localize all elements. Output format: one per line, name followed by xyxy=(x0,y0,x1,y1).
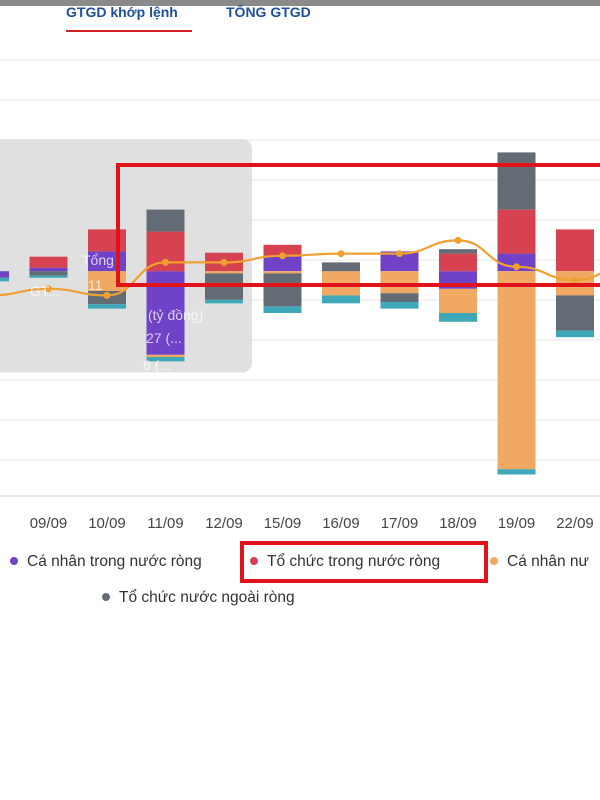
x-tick-label: 15/09 xyxy=(264,515,302,532)
bar-segment xyxy=(439,313,477,322)
bar-segment xyxy=(263,306,302,313)
legend-item-ca-nhan-trong-nuoc[interactable]: Cá nhân trong nước ròng xyxy=(10,553,202,571)
bar-segment xyxy=(263,273,302,307)
x-tick-label: 19/09 xyxy=(498,515,536,532)
line-point xyxy=(220,258,228,266)
tooltip-line: GT... xyxy=(30,283,60,299)
line-point xyxy=(396,250,403,258)
tooltip-line: 6 (... xyxy=(143,357,171,373)
bar-segment xyxy=(497,469,536,475)
tooltip-line: Tổng xyxy=(82,252,114,268)
tab-gtgd-khop-lenh[interactable]: GTGD khớp lệnh xyxy=(66,4,178,20)
legend-dot-icon xyxy=(10,556,18,565)
bar-segment xyxy=(29,256,68,268)
legend-item-ca-nhan-nuoc-ngoai[interactable]: Cá nhân nư xyxy=(490,553,589,571)
net-total-line xyxy=(0,239,600,297)
bar-segment xyxy=(88,304,126,309)
bar-segment xyxy=(439,253,477,272)
bar-segment xyxy=(497,209,536,254)
legend-dot-icon xyxy=(250,556,258,565)
bar-segment xyxy=(556,229,594,272)
legend-dot-icon xyxy=(490,556,498,565)
x-tick-label: 22/09 xyxy=(556,515,594,532)
x-tick-label: 18/09 xyxy=(439,515,477,532)
x-tick-label: 17/09 xyxy=(381,515,419,532)
x-tick-label: 12/09 xyxy=(205,515,243,532)
bar-segment xyxy=(263,255,302,272)
legend-item-to-chuc-trong-nuoc[interactable]: Tổ chức trong nước ròng xyxy=(250,553,440,571)
bar-segment xyxy=(146,209,185,232)
bar-segment xyxy=(29,271,68,276)
bar-segment xyxy=(380,251,419,272)
x-tick-label: 10/09 xyxy=(88,515,126,532)
bar-segment xyxy=(263,244,302,256)
top-bar xyxy=(0,0,600,6)
active-tab-underline xyxy=(66,30,192,32)
bar-segment xyxy=(439,249,477,254)
line-point xyxy=(571,276,579,284)
bar-segment xyxy=(322,295,360,304)
bar-segment xyxy=(439,288,477,313)
x-tick-label: 16/09 xyxy=(322,515,360,532)
line-point xyxy=(279,252,286,260)
bar-segment xyxy=(263,271,302,274)
bar-segment xyxy=(380,302,419,309)
bar-segment xyxy=(497,271,536,470)
x-tick-label: 11/09 xyxy=(147,515,183,532)
x-tick-label: 09/09 xyxy=(30,515,68,532)
line-point xyxy=(103,291,111,299)
bar-segment xyxy=(146,357,185,362)
bar-segment xyxy=(556,330,594,338)
legend-dot-icon xyxy=(102,592,110,601)
tab-tong-gtgd[interactable]: TỔNG GTGD xyxy=(226,4,311,20)
bar-segment xyxy=(29,267,68,272)
line-point xyxy=(513,263,520,271)
highlight-box-legend xyxy=(240,541,488,583)
bar-segment xyxy=(29,275,68,278)
bar-segment xyxy=(380,293,419,302)
bar-segment xyxy=(380,271,419,294)
line-point xyxy=(45,285,52,293)
tooltip-line: (tỷ đồng) xyxy=(148,307,203,323)
bar-segment xyxy=(497,152,536,210)
highlight-box-chart xyxy=(116,163,600,287)
legend-item-to-chuc-nuoc-ngoai[interactable]: Tổ chức nước ngoài ròng xyxy=(102,589,295,607)
bar-segment xyxy=(0,277,9,282)
line-point xyxy=(162,258,169,266)
bar-segment xyxy=(205,271,243,274)
bar-segment xyxy=(556,295,594,331)
tooltip-line: 11 xyxy=(88,277,103,293)
bar-segment xyxy=(322,262,360,272)
tooltip-line: 27 (... xyxy=(146,330,182,346)
line-point xyxy=(337,250,345,258)
bar-segment xyxy=(146,354,185,357)
line-point xyxy=(454,236,462,244)
bar-segment xyxy=(0,271,9,278)
bar-segment xyxy=(205,299,243,304)
